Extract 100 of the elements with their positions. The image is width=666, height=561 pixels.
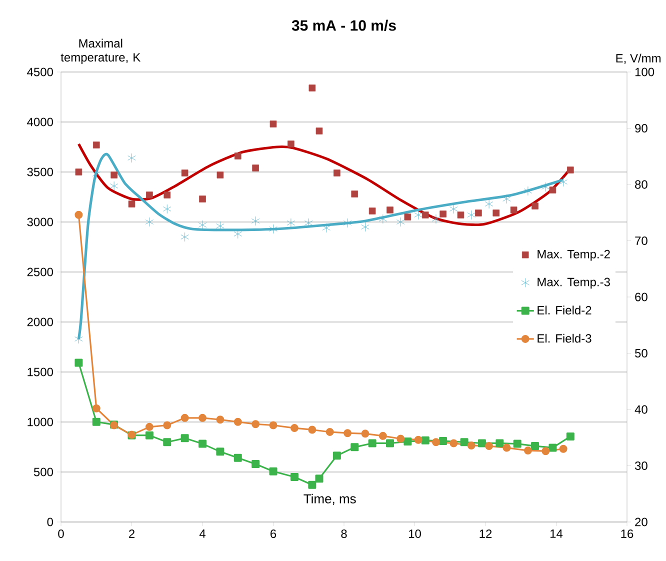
- point: [510, 206, 518, 214]
- point: [404, 214, 412, 220]
- point: [92, 142, 100, 148]
- x-tick-label: 8: [341, 530, 347, 538]
- point: [439, 436, 448, 445]
- x-tick-label: 10: [408, 530, 421, 538]
- point: [432, 438, 440, 446]
- point: [308, 84, 316, 92]
- point: [146, 192, 153, 198]
- point: [386, 439, 394, 448]
- y2-axis-title: E, V/mm: [616, 54, 661, 64]
- point: [198, 414, 207, 422]
- y2-tick-label: 100: [635, 68, 654, 76]
- point: [290, 424, 298, 432]
- point: [181, 170, 188, 176]
- point: [334, 170, 340, 176]
- point: [492, 210, 500, 216]
- point: [270, 120, 277, 128]
- point: [199, 196, 206, 202]
- legend-label: Max. Temp.-2: [538, 250, 610, 261]
- point: [286, 218, 296, 228]
- point: [251, 216, 260, 226]
- point: [74, 358, 83, 367]
- point: [414, 210, 422, 220]
- point: [198, 220, 207, 230]
- y2-tick-label: 20: [635, 518, 648, 526]
- y-tick-label: 500: [34, 468, 54, 476]
- point: [128, 200, 136, 208]
- point: [234, 152, 242, 160]
- chart-title: 35 mA - 10 m/s: [292, 20, 396, 31]
- point: [496, 439, 504, 448]
- point: [404, 438, 412, 446]
- point: [350, 443, 359, 452]
- point: [308, 426, 316, 434]
- point: [567, 166, 574, 174]
- point: [145, 217, 154, 227]
- point: [559, 177, 568, 187]
- y2-tick-label: 90: [635, 124, 648, 132]
- point: [252, 420, 260, 428]
- point: [467, 441, 476, 450]
- point: [475, 210, 482, 216]
- point: [316, 128, 323, 134]
- point: [478, 439, 486, 448]
- point: [467, 210, 476, 220]
- point: [421, 436, 430, 444]
- point: [74, 210, 83, 219]
- x-tick-label: 2: [129, 530, 134, 538]
- y-tick-label: 4000: [27, 118, 54, 126]
- legend-label: El. Field-2: [538, 306, 592, 314]
- point: [326, 428, 334, 436]
- point: [110, 181, 118, 191]
- point: [559, 444, 568, 453]
- point: [145, 422, 154, 431]
- point: [532, 202, 538, 210]
- y-tick-label: 4500: [27, 68, 54, 76]
- legend-label: Max. Temp.-3: [538, 278, 610, 289]
- legend-label: El. Field-3: [538, 334, 592, 343]
- y-tick-label: 2000: [27, 318, 54, 326]
- point: [92, 404, 100, 412]
- x-tick-label: 16: [621, 530, 634, 538]
- point: [414, 436, 422, 444]
- point: [234, 418, 242, 426]
- y2-tick-label: 40: [634, 405, 648, 414]
- y-tick-label: 1500: [28, 368, 54, 376]
- x-axis-title: Time, ms: [304, 494, 356, 505]
- point: [460, 438, 468, 446]
- point: [269, 421, 278, 430]
- y-axis-title: Maximal temperature, K: [60, 38, 141, 64]
- y-tick-label: 3000: [27, 218, 54, 226]
- y2-tick-label: 70: [635, 236, 648, 245]
- point: [542, 447, 550, 456]
- x-tick-label: 12: [480, 530, 492, 538]
- point: [180, 232, 189, 242]
- point: [513, 440, 522, 448]
- x-tick-label: 6: [270, 530, 276, 538]
- point: [566, 432, 574, 440]
- point: [450, 439, 458, 448]
- point: [440, 210, 446, 218]
- point: [198, 440, 207, 448]
- point: [432, 214, 440, 224]
- point: [422, 212, 429, 218]
- point: [252, 164, 259, 172]
- y2-tick-label: 80: [635, 180, 648, 189]
- y-tick-label: 2500: [27, 268, 54, 276]
- point: [163, 421, 172, 430]
- point: [378, 214, 388, 224]
- point: [396, 217, 405, 227]
- point: [548, 444, 557, 452]
- y2-tick-label: 60: [635, 292, 648, 302]
- point: [450, 204, 458, 214]
- point: [502, 444, 511, 452]
- point: [351, 190, 358, 198]
- point: [145, 431, 154, 440]
- point: [315, 474, 324, 483]
- point: [308, 480, 316, 489]
- point: [163, 438, 172, 446]
- point: [128, 153, 136, 163]
- point: [361, 222, 370, 232]
- y-tick-label: 3500: [27, 168, 54, 176]
- point: [322, 223, 330, 233]
